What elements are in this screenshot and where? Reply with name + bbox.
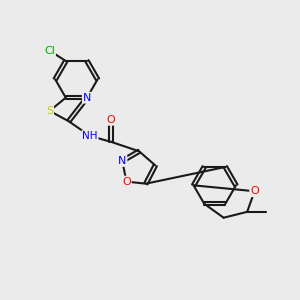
Text: N: N [83,93,91,103]
Text: O: O [107,115,116,125]
Text: NH: NH [82,131,98,141]
Text: O: O [122,177,131,187]
Text: Cl: Cl [44,46,55,56]
Text: S: S [46,106,53,116]
Text: N: N [118,156,127,166]
Text: O: O [250,186,259,196]
